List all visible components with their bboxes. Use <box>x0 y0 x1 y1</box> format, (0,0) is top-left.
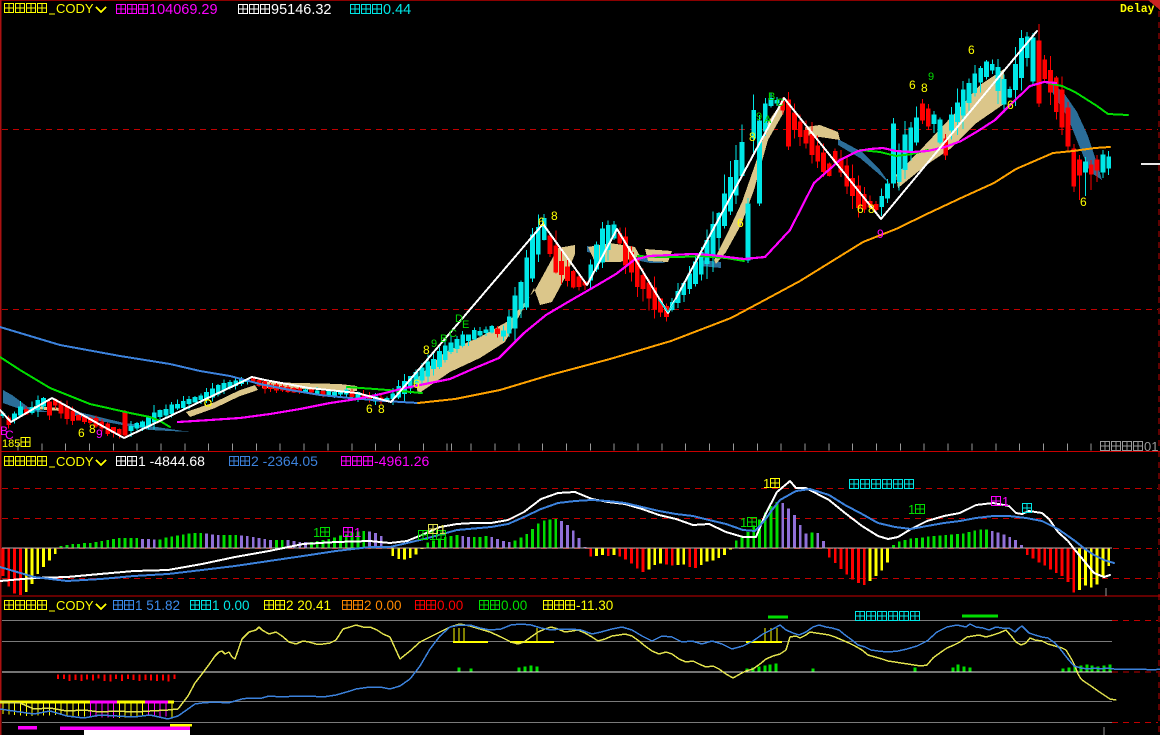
svg-text:0.00: 0.00 <box>437 598 463 613</box>
svg-text:6: 6 <box>538 215 545 229</box>
svg-text:9: 9 <box>96 427 103 441</box>
svg-text:6: 6 <box>78 426 85 440</box>
svg-text:1: 1 <box>354 525 361 540</box>
svg-text:6: 6 <box>413 377 420 391</box>
svg-text:1: 1 <box>313 525 320 540</box>
svg-text:8: 8 <box>378 402 385 416</box>
svg-text:1: 1 <box>1002 494 1009 509</box>
svg-text:185: 185 <box>2 438 20 450</box>
svg-text:1: 1 <box>908 502 915 517</box>
svg-text:95146.32: 95146.32 <box>271 2 331 18</box>
svg-text:B: B <box>0 424 8 438</box>
svg-text:2 0.00: 2 0.00 <box>364 598 402 613</box>
svg-text:104069.29: 104069.29 <box>149 2 218 18</box>
svg-text:8: 8 <box>89 422 96 436</box>
svg-text:8: 8 <box>551 209 558 223</box>
svg-text:6: 6 <box>968 43 975 57</box>
svg-text:1 51.82: 1 51.82 <box>135 598 180 613</box>
svg-text:1 -4844.68: 1 -4844.68 <box>138 453 205 469</box>
svg-text:8: 8 <box>423 343 430 357</box>
svg-text:6: 6 <box>737 216 744 230</box>
svg-text:1: 1 <box>763 476 770 491</box>
svg-text:8: 8 <box>868 202 875 216</box>
svg-text:C: C <box>449 328 457 340</box>
svg-text:0.00: 0.00 <box>501 598 527 613</box>
svg-text:01: 01 <box>1144 439 1158 454</box>
svg-text:2 -2364.05: 2 -2364.05 <box>251 453 318 469</box>
svg-text:6: 6 <box>1080 195 1087 209</box>
svg-text:C: C <box>776 97 784 109</box>
svg-text:B: B <box>768 91 775 103</box>
svg-text:9: 9 <box>877 227 884 241</box>
svg-text:-11.30: -11.30 <box>576 598 613 613</box>
svg-text:2 20.41: 2 20.41 <box>286 598 331 613</box>
svg-text:1: 1 <box>429 528 436 543</box>
svg-text:B: B <box>440 333 447 345</box>
svg-text:CODY: CODY <box>56 598 94 613</box>
svg-text:9: 9 <box>928 71 934 83</box>
svg-text:6: 6 <box>909 78 916 92</box>
svg-text:6: 6 <box>1007 98 1014 112</box>
svg-text:6: 6 <box>366 402 373 416</box>
svg-text:6: 6 <box>857 202 864 216</box>
svg-text:9: 9 <box>756 111 762 123</box>
svg-text:CODY: CODY <box>56 454 94 469</box>
svg-text:E: E <box>462 319 469 331</box>
svg-text:1: 1 <box>439 522 446 537</box>
svg-text:8: 8 <box>749 130 756 144</box>
svg-text:A: A <box>764 114 772 126</box>
svg-text:Delay: Delay <box>1120 3 1155 16</box>
svg-text:1: 1 <box>740 515 747 530</box>
svg-text:9: 9 <box>431 338 437 350</box>
svg-text:-4961.26: -4961.26 <box>374 453 429 469</box>
svg-text:0.44: 0.44 <box>383 2 411 18</box>
svg-text:C: C <box>5 428 14 442</box>
svg-text:1 0.00: 1 0.00 <box>212 598 250 613</box>
svg-text:8: 8 <box>921 81 928 95</box>
svg-text:D: D <box>455 313 463 325</box>
svg-text:CODY: CODY <box>56 1 94 16</box>
